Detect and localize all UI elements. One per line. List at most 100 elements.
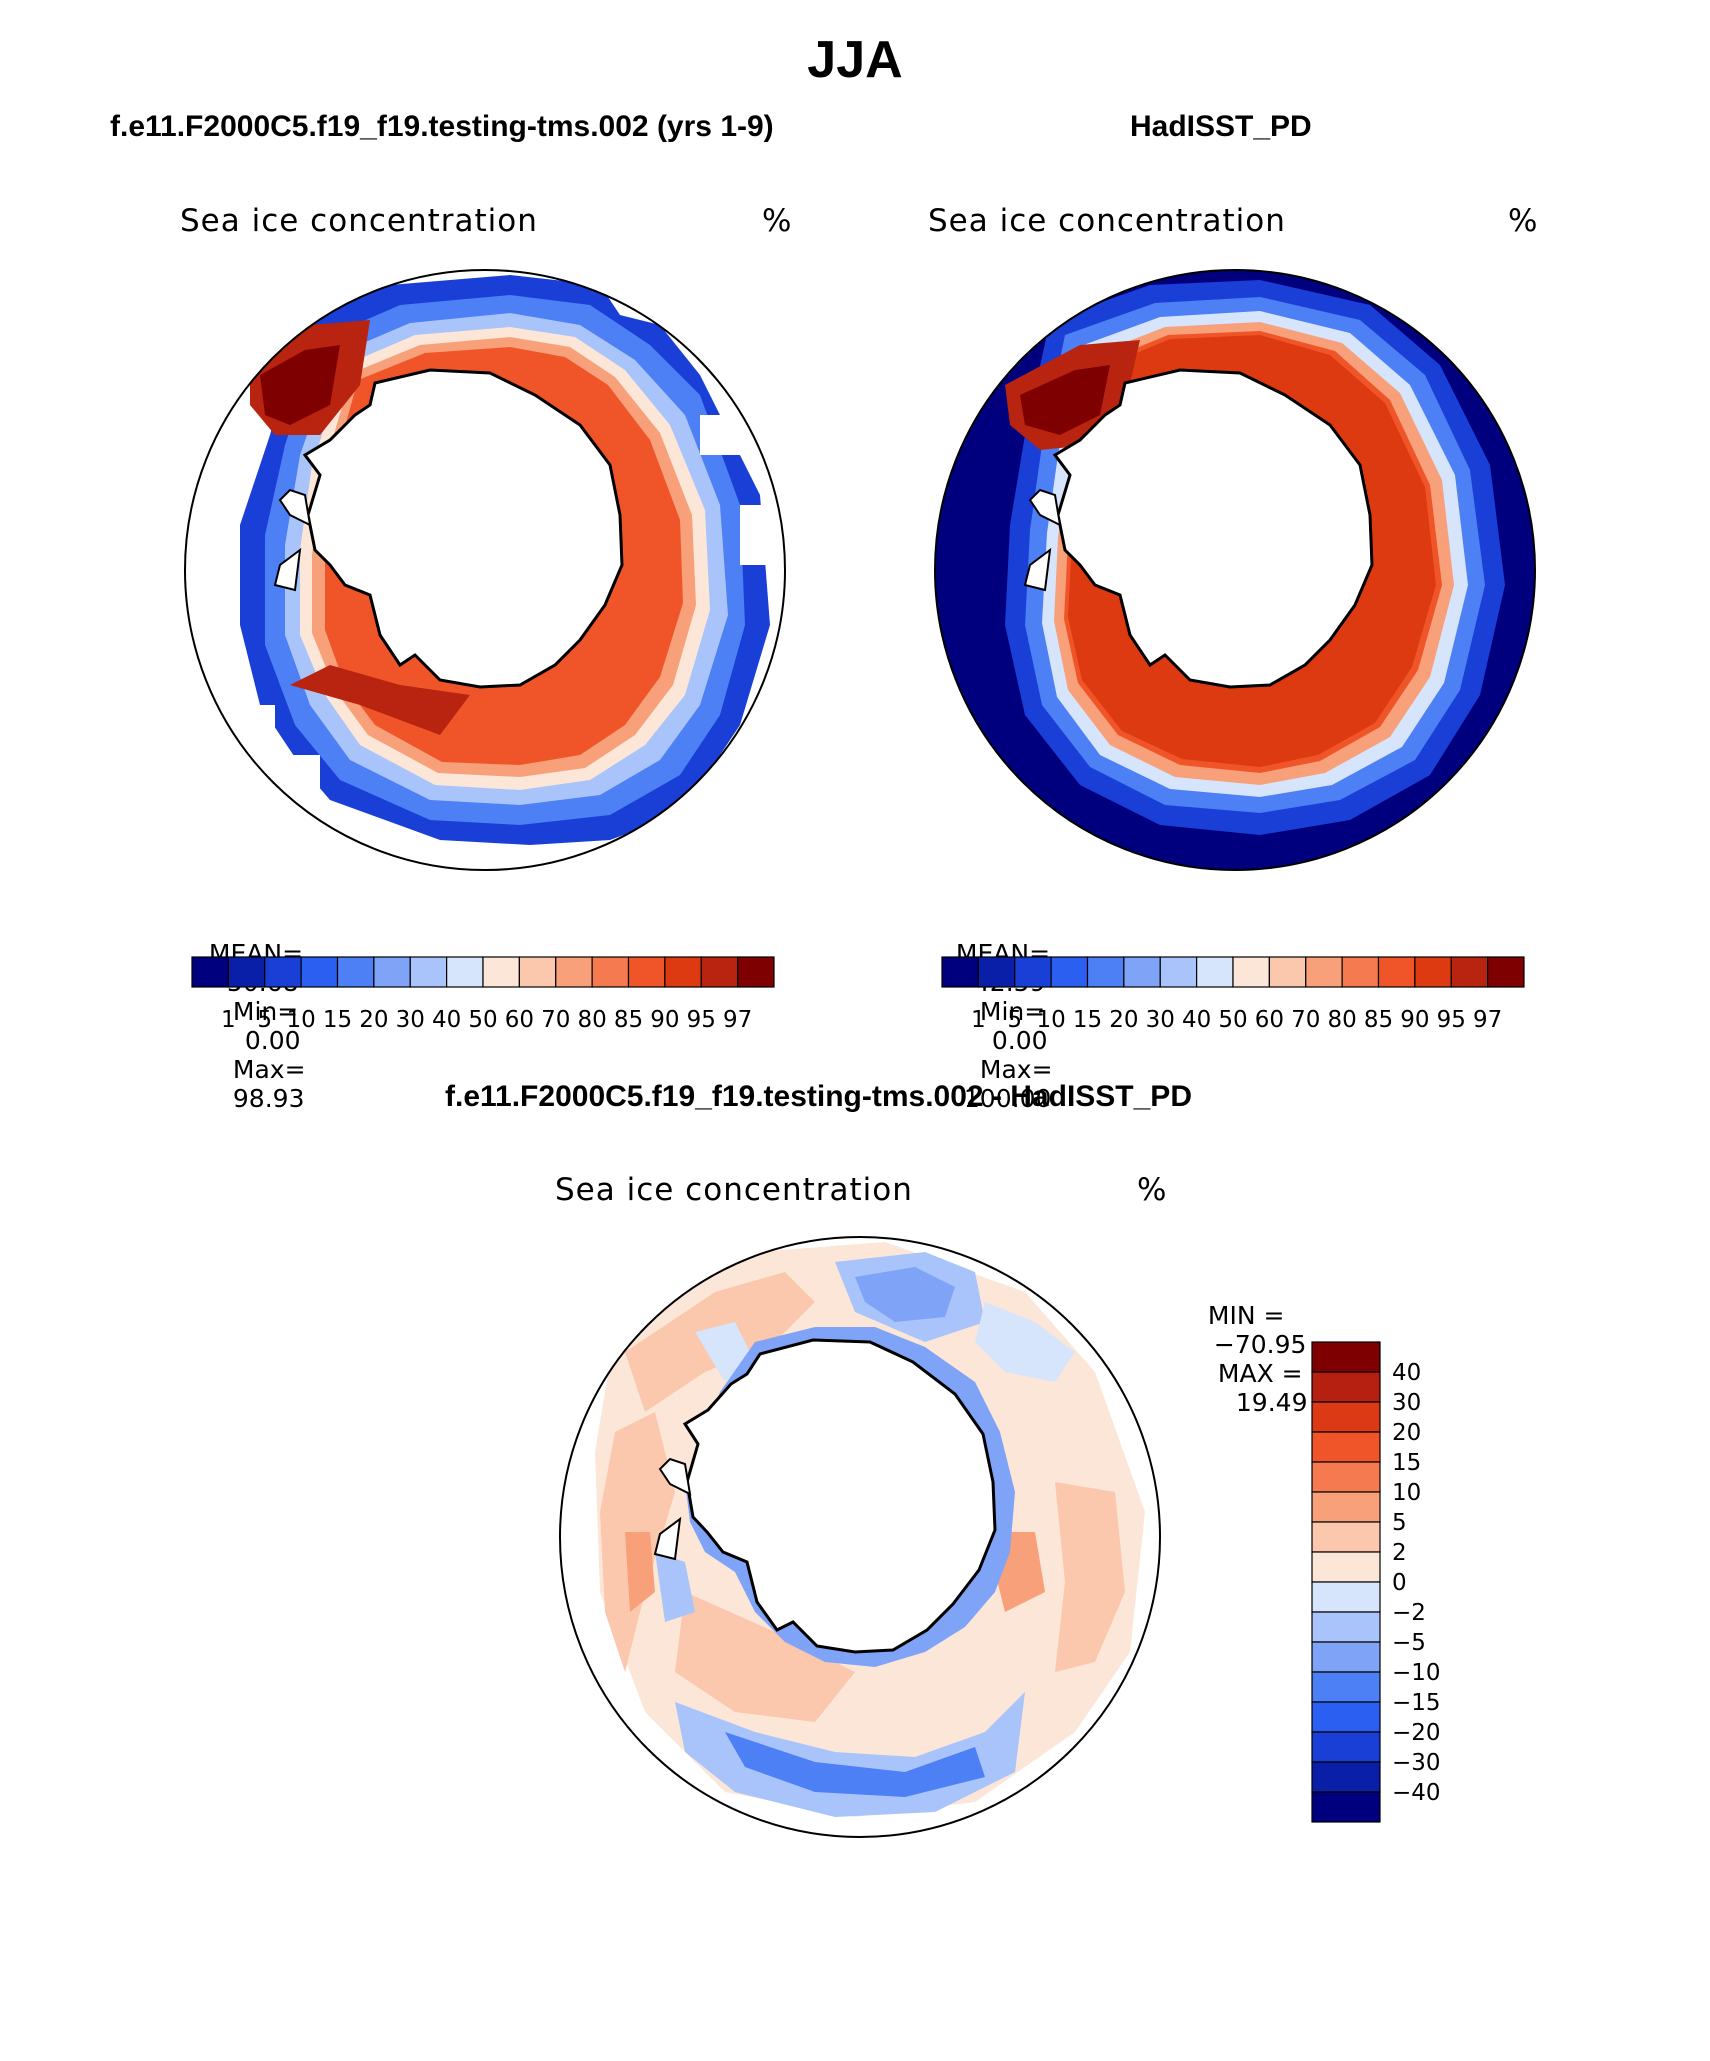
colorbar-tick-label: 30 [396, 1007, 425, 1033]
colorbar-tick-label: 10 [1036, 1007, 1065, 1033]
colorbar-tick-label: 15 [323, 1007, 352, 1033]
max-label: Max= [979, 1055, 1053, 1084]
colorbar-swatch [1311, 1701, 1381, 1733]
panel-1-heading: f.e11.F2000C5.f19_f19.testing-tms.002 (y… [110, 110, 774, 143]
colorbar-swatch [409, 956, 448, 988]
panel-2-subtitle: Sea ice concentration [928, 203, 1286, 239]
colorbar-tick-label: −20 [1392, 1720, 1441, 1746]
colorbar-tick-label: 85 [1364, 1007, 1393, 1033]
antarctica-landmass [682, 1338, 997, 1654]
colorbar-swatch [1311, 1671, 1381, 1703]
colorbar-tick-label: 80 [577, 1007, 606, 1033]
colorbar-swatch [1196, 956, 1234, 988]
diff-map [559, 1236, 1161, 1838]
colorbar-tick-label: 70 [1291, 1007, 1320, 1033]
colorbar-swatch [1014, 956, 1052, 988]
colorbar-tick-label: 5 [257, 1007, 272, 1033]
colorbar-tick-label: 30 [1146, 1007, 1175, 1033]
colorbar-tick-label: 70 [541, 1007, 570, 1033]
diff-panel-heading: f.e11.F2000C5.f19_f19.testing-tms.002 - … [445, 1080, 1192, 1113]
colorbar-swatch [591, 956, 630, 988]
colorbar-tick-label: −40 [1392, 1780, 1441, 1806]
diff-panel-units: % [1137, 1172, 1167, 1208]
colorbar-tick-label: 40 [1182, 1007, 1211, 1033]
colorbar-swatch [1311, 1611, 1381, 1643]
colorbar-tick-label: 2 [1392, 1540, 1407, 1566]
colorbar-swatch [1311, 1641, 1381, 1673]
colorbar-swatch [1305, 956, 1343, 988]
colorbar-swatch [1159, 956, 1198, 988]
colorbar-tick-label: 90 [650, 1007, 679, 1033]
max-label: Max= [232, 1055, 306, 1084]
colorbar-tick-label: 15 [1073, 1007, 1102, 1033]
colorbar-tick-label: 0 [1392, 1570, 1407, 1596]
antarctica-landmass [302, 368, 624, 689]
colorbar-tick-label: 5 [1007, 1007, 1022, 1033]
max-value: 98.93 [232, 1084, 305, 1113]
colorbar-tick-label: 20 [359, 1007, 388, 1033]
min-label: MIN = [1207, 1301, 1285, 1330]
colorbar-tick-label: 50 [1218, 1007, 1247, 1033]
colorbar-tick-label: −10 [1392, 1660, 1441, 1686]
colorbar-tick-label: 60 [1255, 1007, 1284, 1033]
map-boundary [559, 1236, 1161, 1838]
colorbar-swatch [518, 956, 557, 988]
colorbar-swatch [664, 956, 702, 988]
colorbar-swatch [1414, 956, 1452, 988]
colorbar-swatch [737, 956, 775, 988]
colorbar-tick-label: 30 [1392, 1390, 1421, 1416]
colorbar-tick-label: −30 [1392, 1750, 1441, 1776]
colorbar-swatch [1487, 956, 1525, 988]
panel-2-heading: HadISST_PD [1130, 110, 1312, 143]
colorbar-swatch [373, 956, 411, 988]
max-value: 100.00 [963, 1084, 1052, 1113]
colorbar-swatch [941, 956, 979, 988]
colorbar-swatch [1086, 956, 1125, 988]
colorbar-swatch [1123, 956, 1161, 988]
max-value: 19.49 [1235, 1388, 1308, 1417]
colorbar-swatch [1311, 1551, 1381, 1583]
colorbar-swatch [1311, 1791, 1381, 1823]
panel-1-map [184, 269, 790, 871]
panel-2-colorbar: 1 5 10 15 20 30 40 50 60 70 80 85 90 95 97 [941, 956, 1525, 1033]
colorbar-swatch [1311, 1581, 1381, 1613]
colorbar-swatch [700, 956, 739, 988]
panel-1-subtitle: Sea ice concentration [180, 203, 538, 239]
colorbar-tick-label: 1 [971, 1007, 986, 1033]
colorbar-tick-label: 40 [1392, 1360, 1421, 1386]
diff-panel-subtitle: Sea ice concentration [555, 1172, 913, 1208]
colorbar-swatch [191, 956, 229, 988]
max-label: MAX = [1217, 1359, 1303, 1388]
colorbar-swatch [264, 956, 302, 988]
colorbar-swatch [1311, 1461, 1381, 1493]
colorbar-tick-label: 60 [505, 1007, 534, 1033]
colorbar-swatch [1050, 956, 1089, 988]
colorbar-tick-label: 15 [1392, 1450, 1421, 1476]
min-value: 0.00 [244, 1026, 301, 1055]
colorbar-tick-label: 40 [432, 1007, 461, 1033]
min-value: −70.95 [1213, 1330, 1307, 1359]
panel-2-map [934, 269, 1536, 871]
colorbar-swatch [1311, 1401, 1381, 1433]
colorbar-swatch [1311, 1731, 1381, 1763]
colorbar-tick-label: 5 [1392, 1510, 1407, 1536]
antarctica-landmass [1052, 368, 1374, 689]
colorbar-tick-label: 50 [468, 1007, 497, 1033]
colorbar-swatch [1311, 1761, 1381, 1793]
colorbar-tick-label: 20 [1109, 1007, 1138, 1033]
page-title: JJA [807, 31, 903, 89]
colorbar-swatch [1232, 956, 1270, 988]
colorbar-swatch [1311, 1491, 1381, 1523]
colorbar-tick-label: 10 [1392, 1480, 1421, 1506]
colorbar-swatch [1341, 956, 1380, 988]
min-label: Min= [232, 997, 299, 1026]
colorbar-tick-label: 20 [1392, 1420, 1421, 1446]
colorbar-swatch [1311, 1431, 1381, 1463]
colorbar-swatch [227, 956, 266, 988]
colorbar-swatch [446, 956, 484, 988]
colorbar-tick-label: 1 [221, 1007, 236, 1033]
colorbar-swatch [1311, 1371, 1381, 1403]
panel-1-units: % [762, 203, 792, 239]
colorbar-tick-label: 97 [1473, 1007, 1502, 1033]
